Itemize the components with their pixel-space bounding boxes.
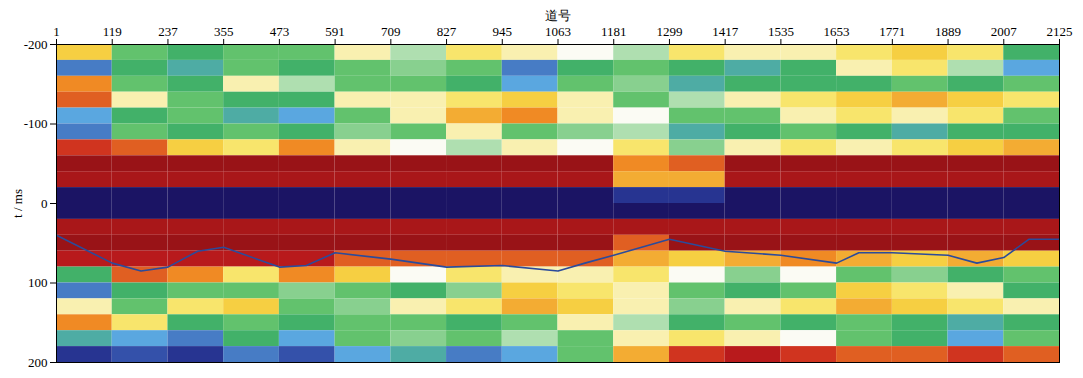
svg-text:1771: 1771 [879,24,905,39]
svg-text:119: 119 [103,24,122,39]
svg-text:237: 237 [158,24,178,39]
svg-text:道号: 道号 [545,8,571,23]
svg-text:355: 355 [214,24,234,39]
svg-text:591: 591 [325,24,345,39]
svg-text:-200: -200 [24,37,48,52]
svg-text:1181: 1181 [601,24,627,39]
svg-text:1299: 1299 [656,24,682,39]
svg-text:473: 473 [270,24,290,39]
svg-text:-100: -100 [24,116,48,131]
svg-text:0: 0 [41,196,48,211]
svg-text:1: 1 [53,24,60,39]
svg-text:945: 945 [493,24,513,39]
svg-text:709: 709 [381,24,401,39]
svg-text:1535: 1535 [768,24,794,39]
svg-text:1653: 1653 [824,24,850,39]
svg-text:1063: 1063 [545,24,571,39]
svg-text:1417: 1417 [712,24,739,39]
svg-text:t / ms: t / ms [10,189,25,218]
svg-text:200: 200 [28,355,48,370]
svg-text:2007: 2007 [991,24,1018,39]
svg-text:100: 100 [28,275,48,290]
svg-text:827: 827 [437,24,457,39]
svg-text:1889: 1889 [935,24,961,39]
svg-text:2125: 2125 [1047,24,1073,39]
